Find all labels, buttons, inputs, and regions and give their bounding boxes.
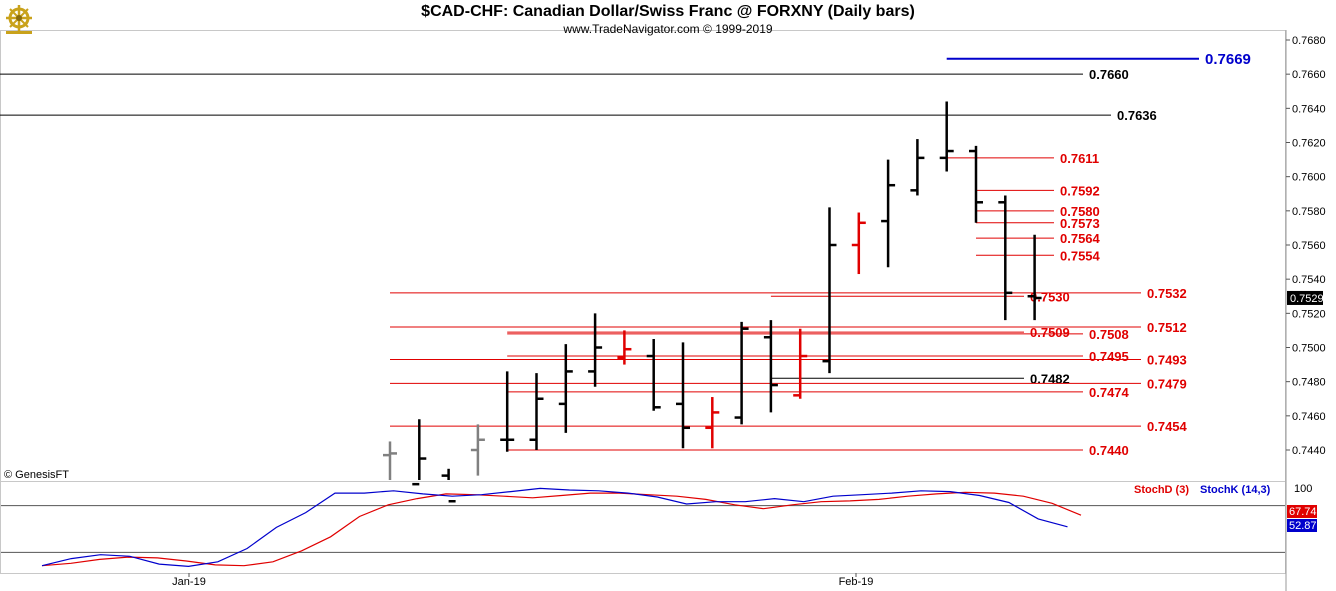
price-axis-tick-label: 0.7660 [1292, 69, 1326, 81]
price-level-label: 0.7564 [1060, 231, 1101, 246]
price-level-label: 0.7440 [1089, 443, 1129, 458]
price-level-label: 0.7493 [1147, 352, 1187, 367]
price-level-label: 0.7573 [1060, 216, 1100, 231]
price-level-label: 0.7474 [1089, 385, 1130, 400]
stoch-d-last-badge [1287, 505, 1317, 518]
price-axis-tick-label: 0.7520 [1292, 308, 1326, 320]
price-axis-tick-label: 0.7460 [1292, 411, 1326, 423]
last-price-label: 0.7529 [1290, 293, 1324, 305]
price-level-label: 0.7495 [1089, 349, 1129, 364]
price-axis-tick-label: 0.7680 [1292, 35, 1326, 47]
price-axis-tick-label: 0.7500 [1292, 343, 1326, 355]
stoch-d-legend: StochD (3) [1134, 484, 1189, 496]
date-axis-label: Jan-19 [172, 576, 206, 588]
price-level-label: 0.7532 [1147, 286, 1187, 301]
stoch-k-legend: StochK (14,3) [1200, 484, 1271, 496]
price-level-label: 0.7580 [1060, 204, 1100, 219]
stoch-axis-tick-label: 100 [1294, 483, 1312, 495]
price-level-label: 0.7611 [1060, 151, 1099, 166]
price-bars [383, 101, 1042, 503]
price-axis-tick-label: 0.7640 [1292, 103, 1326, 115]
price-axis: 0.7680 0.7660 0.7640 0.7620 0.7600 0.7580 0.75… [1286, 35, 1326, 457]
price-axis-tick-label: 0.7560 [1292, 240, 1326, 252]
stoch-k-last-value: 52.87 [1289, 520, 1317, 532]
price-axis-tick-label: 0.7620 [1292, 138, 1326, 150]
price-axis-tick-label: 0.7600 [1292, 172, 1326, 184]
price-axis-tick-label: 0.7440 [1292, 445, 1326, 457]
price-level-label: 0.7482 [1030, 371, 1070, 386]
price-level-label: 0.7530 [1030, 289, 1070, 304]
last-price-badge [1287, 290, 1323, 305]
price-axis-tick-label: 0.7580 [1292, 206, 1326, 218]
chart-subtitle: www.TradeNavigator.com © 1999-2019 [563, 22, 773, 36]
price-axis-tick-label: 0.7480 [1292, 377, 1326, 389]
price-axis-tick-label: 0.7540 [1292, 274, 1326, 286]
stoch-k-line [41, 487, 1068, 568]
price-level-label: 0.7592 [1060, 183, 1100, 198]
price-level-label: 0.7509 [1030, 325, 1070, 340]
copyright-text: © GenesisFT [4, 469, 69, 481]
price-levels: 0.76690.76600.76360.76110.75920.75800.75… [0, 51, 1251, 458]
ship-wheel-icon [6, 5, 32, 34]
price-level-label: 0.7554 [1060, 248, 1101, 263]
chart-title: $CAD-CHF: Canadian Dollar/Swiss Franc @ … [421, 3, 915, 20]
price-level-label: 0.7660 [1089, 67, 1129, 82]
stoch-d-last-value: 67.74 [1289, 506, 1317, 518]
price-level-label: 0.7636 [1117, 108, 1157, 123]
stoch-d-line [41, 491, 1082, 567]
price-level-label: 0.7669 [1205, 51, 1251, 68]
price-level-label: 0.7454 [1147, 419, 1188, 434]
price-level-label: 0.7512 [1147, 320, 1187, 335]
date-axis-label: Feb-19 [839, 576, 874, 588]
price-level-label: 0.7479 [1147, 376, 1187, 391]
price-level-label: 0.7508 [1089, 327, 1129, 342]
stochastic-panel: 100 StochD (3) StochK (14,3) 67.74 52.87 Jan-… [1, 483, 1317, 588]
stoch-k-last-badge [1287, 519, 1317, 532]
